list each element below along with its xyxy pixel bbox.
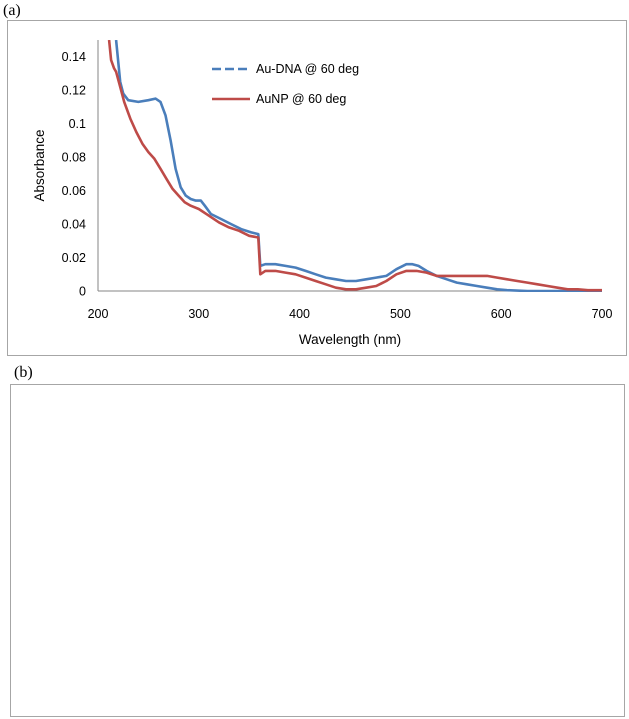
chart-b-frame	[10, 384, 625, 717]
chart-a-x-tick-label: 500	[390, 307, 411, 321]
chart-a-x-tick-label: 700	[592, 307, 613, 321]
chart-a-x-tick-label: 300	[188, 307, 209, 321]
chart-a-y-tick-label: 0.08	[62, 151, 86, 165]
chart-a-x-tick-label: 600	[491, 307, 512, 321]
chart-a-legend-label-2: AuNP @ 60 deg	[256, 92, 346, 106]
chart-a-y-tick-label: 0.06	[62, 184, 86, 198]
panel-b-label: (b)	[14, 364, 33, 381]
chart-a-x-tick-label: 400	[289, 307, 310, 321]
chart-a-series-au-dna-60-deg-line	[114, 40, 602, 292]
chart-a-y-axis-title: Absorbance	[32, 129, 47, 201]
chart-a-y-tick-label: 0.04	[62, 218, 86, 232]
chart-a-x-axis-title: Wavelength (nm)	[299, 332, 401, 347]
chart-a-y-tick-label: 0.14	[62, 50, 86, 64]
chart-a-y-tick-label: 0.1	[69, 117, 86, 131]
panel-a-label: (a)	[3, 2, 21, 19]
chart-a-y-tick-label: 0.12	[62, 84, 86, 98]
chart-a-y-tick-label: 0	[79, 285, 86, 299]
chart-a-x-tick-label: 200	[88, 307, 109, 321]
chart-a-legend-label-1: Au-DNA @ 60 deg	[256, 62, 359, 76]
chart-a-series-aunp-60-deg-line	[107, 40, 602, 292]
chart-a-y-tick-label: 0.02	[62, 251, 86, 265]
chart-a-frame	[7, 20, 627, 356]
